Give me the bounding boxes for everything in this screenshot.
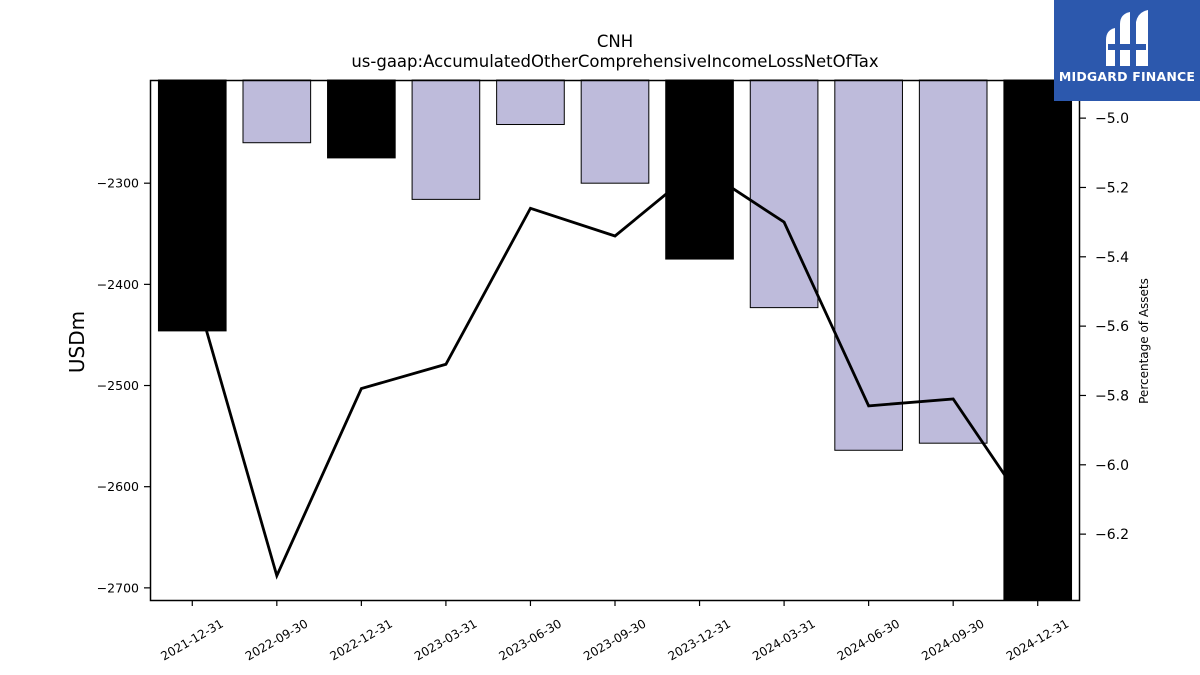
y2-tick-label: −6.2 [1095,527,1129,543]
x-tick-label: 2023-06-30 [497,616,564,663]
y2-tick-label: −5.8 [1095,388,1129,404]
midgard-logo-icon [1106,10,1148,66]
chart-subtitle: us-gaap:AccumulatedOtherComprehensiveInc… [351,52,879,71]
logo: MIDGARD FINANCE [1054,0,1200,101]
y2-tick-label: −6.0 [1095,458,1129,474]
x-tick-label: 2021-12-31 [158,616,225,663]
bar-2023-12-31 [665,79,734,260]
x-tick-label: 2023-03-31 [412,616,479,663]
x-tick-label: 2023-12-31 [666,616,733,663]
x-tick-label: 2022-12-31 [327,616,394,663]
y-tick-label: −2600 [97,479,139,494]
y2-tick-label: −5.6 [1095,319,1129,335]
x-tick-label: 2024-12-31 [1004,616,1071,663]
x-tick-label: 2024-03-31 [750,616,817,663]
y2-axis-label: Percentage of Assets [1137,278,1151,404]
bar-2023-06-30 [496,79,565,126]
y2-tick-label: −5.4 [1095,250,1129,266]
bar-2022-12-31 [327,79,396,159]
bar-2024-12-31 [1003,79,1073,601]
bar-2023-03-31 [411,79,481,200]
y-tick-label: −2300 [97,176,139,191]
right-axis: −5.0 −5.2 −5.4 −5.6 −5.8 −6.0 −6.2 [1080,111,1129,543]
bar-2024-06-30 [834,79,903,451]
x-tick-label: 2024-06-30 [835,616,902,663]
line-percentage-of-assets [190,164,1039,580]
y-tick-label: −2700 [97,580,139,595]
left-axis: −2300 −2400 −2500 −2600 −2700 [97,176,150,595]
y-tick-label: −2400 [97,277,139,292]
y2-tick-label: −5.0 [1095,111,1129,127]
x-tick-label: 2024-09-30 [919,616,986,663]
x-tick-label: 2022-09-30 [243,616,310,663]
bar-2024-09-30 [918,79,988,444]
y-tick-label: −2500 [97,378,139,393]
bar-2021-12-31 [157,79,227,332]
x-axis: 2021-12-31 2022-09-30 2022-12-31 2023-03-31… [158,600,1071,663]
bars-layer [157,79,1073,601]
bar-2022-09-30 [242,79,312,144]
y2-tick-label: −5.2 [1095,180,1129,196]
logo-text: MIDGARD FINANCE [1058,69,1196,84]
bar-2023-09-30 [580,79,650,184]
y-axis-label: USDm [65,311,89,373]
chart-title: CNH [596,32,634,51]
line-layer [190,164,1039,580]
x-tick-label: 2023-09-30 [581,616,648,663]
